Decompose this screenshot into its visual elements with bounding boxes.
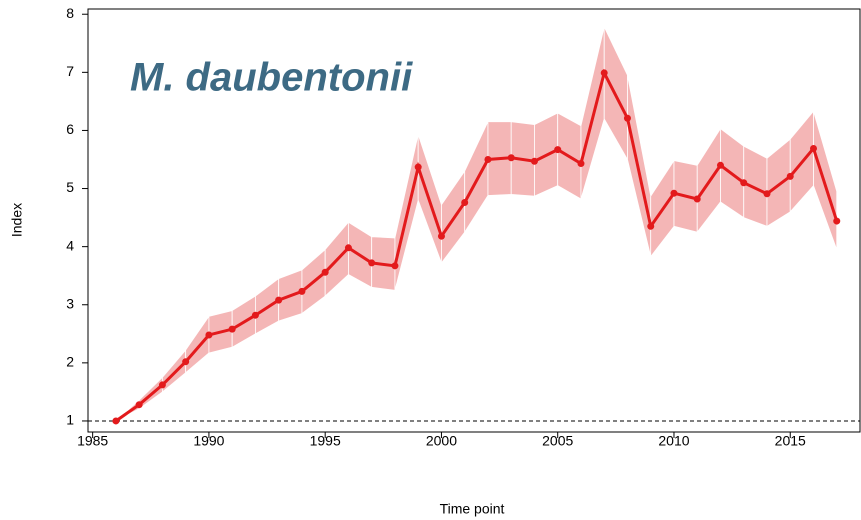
x-tick-label: 1990	[193, 433, 224, 449]
data-point	[368, 259, 376, 267]
data-point	[344, 244, 352, 252]
data-point	[437, 232, 445, 240]
x-tick-label: 1985	[77, 433, 108, 449]
y-tick-label: 6	[66, 121, 74, 137]
data-point	[554, 146, 562, 154]
data-point	[251, 311, 259, 319]
data-point	[716, 161, 724, 169]
data-point	[414, 163, 422, 171]
y-tick-label: 3	[66, 295, 74, 311]
data-point	[809, 144, 817, 152]
data-point	[786, 172, 794, 180]
data-point	[321, 268, 329, 276]
data-point	[693, 195, 701, 203]
data-point	[182, 358, 190, 366]
data-point	[158, 381, 166, 389]
y-axis-label: Index	[9, 203, 25, 237]
data-point	[461, 198, 469, 206]
data-point	[577, 160, 585, 168]
x-tick-label: 2000	[426, 433, 457, 449]
data-point	[484, 155, 492, 163]
data-point	[763, 190, 771, 198]
x-axis-label: Time point	[440, 501, 505, 517]
y-tick-label: 4	[66, 237, 74, 253]
x-tick-label: 2005	[542, 433, 573, 449]
data-point	[275, 296, 283, 304]
data-point	[600, 69, 608, 77]
x-tick-label: 2015	[775, 433, 806, 449]
y-tick-label: 1	[66, 412, 74, 428]
data-point	[205, 331, 213, 339]
data-point	[112, 417, 120, 425]
y-tick-label: 5	[66, 179, 74, 195]
data-point	[298, 287, 306, 295]
y-tick-label: 7	[66, 63, 74, 79]
data-point	[833, 217, 841, 225]
data-point	[530, 157, 538, 165]
data-point	[135, 401, 143, 409]
confidence-band	[464, 121, 489, 234]
data-point	[740, 179, 748, 187]
x-tick-label: 1995	[310, 433, 341, 449]
y-tick-label: 2	[66, 354, 74, 370]
confidence-band	[743, 145, 768, 227]
data-point	[647, 222, 655, 230]
data-point	[228, 325, 236, 333]
plot-frame	[87, 8, 861, 433]
confidence-band	[185, 315, 210, 374]
data-point	[391, 262, 399, 270]
data-point	[507, 154, 515, 162]
species-annotation: M. daubentonii	[130, 56, 413, 100]
data-point	[670, 189, 678, 197]
x-tick-label: 2010	[658, 433, 689, 449]
index-line	[115, 68, 839, 423]
y-tick-label: 8	[66, 5, 74, 21]
confidence-band	[766, 138, 791, 228]
data-point	[623, 114, 631, 122]
confidence-band	[162, 348, 187, 393]
